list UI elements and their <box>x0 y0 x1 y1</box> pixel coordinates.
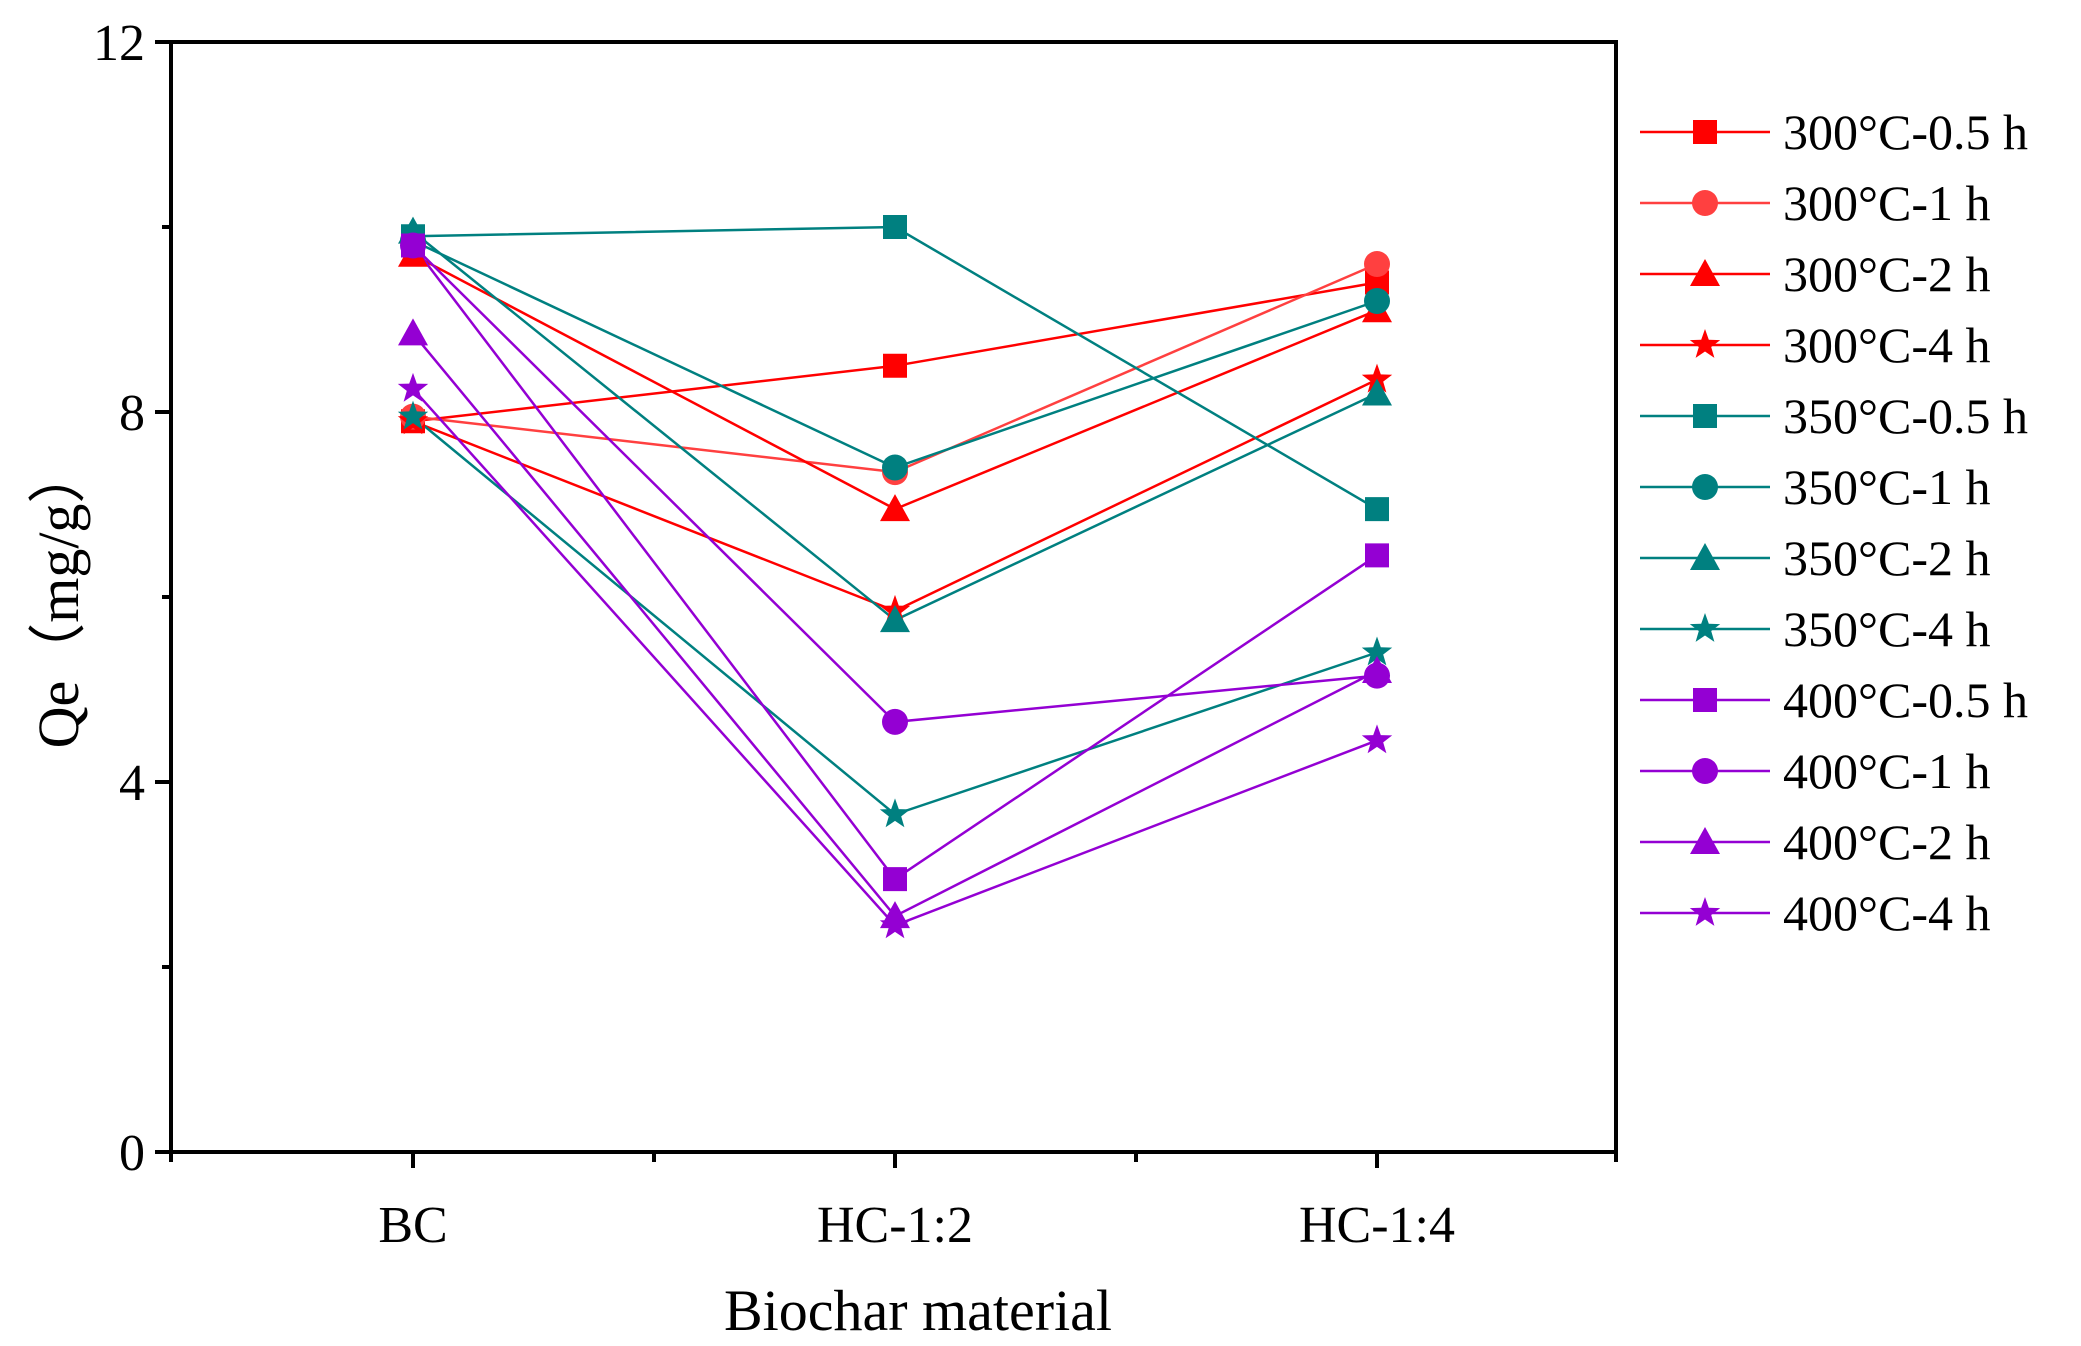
series-markers <box>397 215 1393 939</box>
legend-marker <box>1692 474 1718 500</box>
series-line <box>412 244 1378 881</box>
legend-label: 350°C-4 h <box>1783 601 1991 657</box>
y-tick-label: 8 <box>119 385 145 442</box>
data-point-marker <box>1361 363 1393 393</box>
legend-label: 300°C-1 h <box>1783 175 1991 231</box>
legend: 300°C-0.5 h 300°C-1 h 300°C-2 h 300°C-4 h 35… <box>1640 104 2028 941</box>
data-point-marker <box>397 400 429 430</box>
legend-label: 350°C-0.5 h <box>1783 388 2028 444</box>
y-tick-label: 12 <box>93 15 145 72</box>
legend-marker <box>1693 688 1717 712</box>
legend-marker <box>1690 543 1720 570</box>
legend-marker <box>1693 120 1717 144</box>
legend-label: 400°C-0.5 h <box>1783 672 2028 728</box>
legend-marker <box>1689 897 1721 926</box>
legend-marker <box>1693 404 1717 428</box>
legend-label: 350°C-2 h <box>1783 530 1991 586</box>
data-point-marker <box>1365 543 1389 568</box>
legend-marker <box>1689 613 1721 642</box>
legend-marker <box>1692 758 1718 784</box>
data-point-marker <box>879 909 911 939</box>
x-tick-label: BC <box>378 1197 447 1254</box>
data-point-marker <box>880 494 910 522</box>
data-point-marker <box>398 318 428 346</box>
legend-marker <box>1690 827 1720 854</box>
data-point-marker <box>1364 288 1390 314</box>
data-point-marker <box>1364 251 1390 277</box>
x-axis-title: Biochar material <box>724 1278 1112 1343</box>
legend-label: 400°C-1 h <box>1783 743 1991 799</box>
legend-label: 300°C-0.5 h <box>1783 104 2028 160</box>
data-point-marker <box>1361 724 1393 754</box>
legend-label: 350°C-1 h <box>1783 459 1991 515</box>
data-point-marker <box>880 605 910 633</box>
x-tick-label: HC-1:4 <box>1299 1197 1455 1254</box>
data-point-marker <box>1365 497 1389 522</box>
legend-marker <box>1692 190 1718 216</box>
data-point-marker <box>1362 378 1392 406</box>
tick-labels: 0 4 8 12 BC HC-1:2 HC-1:4 <box>93 15 1455 1254</box>
data-point-marker <box>883 867 907 892</box>
y-tick-label: 0 <box>119 1125 145 1182</box>
data-point-marker <box>883 353 907 378</box>
legend-label: 400°C-4 h <box>1783 885 1991 941</box>
legend-label: 300°C-4 h <box>1783 317 1991 373</box>
legend-marker <box>1689 329 1721 358</box>
y-axis-title: Qe（mg/g） <box>26 446 91 749</box>
data-point-marker <box>883 215 907 239</box>
data-point-marker <box>397 372 429 402</box>
data-point-marker <box>1361 636 1393 666</box>
data-point-marker <box>1362 656 1392 683</box>
y-tick-label: 4 <box>119 755 145 812</box>
data-point-marker <box>400 232 426 259</box>
data-point-marker <box>882 454 908 481</box>
legend-label: 400°C-2 h <box>1783 814 1991 870</box>
data-point-marker <box>882 708 908 735</box>
legend-marker <box>1690 259 1720 286</box>
x-tick-label: HC-1:2 <box>817 1197 973 1254</box>
plot-frame <box>169 40 1618 1154</box>
data-point-marker <box>879 798 911 828</box>
legend-label: 300°C-2 h <box>1783 246 1991 302</box>
axis-ticks <box>155 40 1618 1168</box>
